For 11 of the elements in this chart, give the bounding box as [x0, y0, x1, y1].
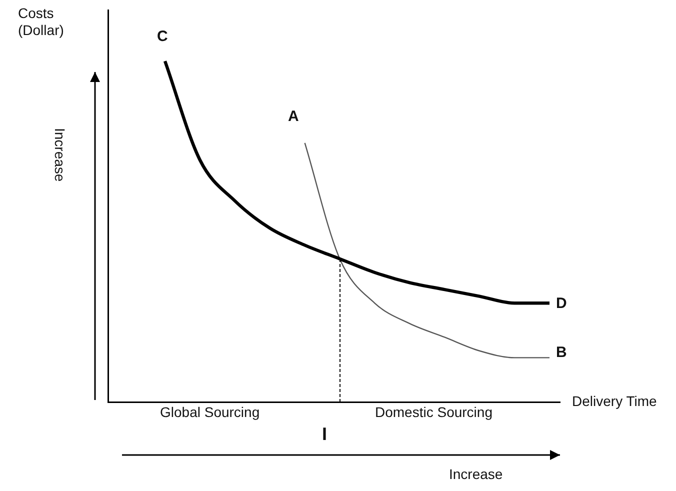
text: C: [157, 28, 168, 45]
text: I: [322, 424, 328, 445]
x-axis-title: Delivery Time: [572, 393, 657, 409]
text: Global Sourcing: [160, 404, 260, 420]
text: Increase: [52, 128, 68, 182]
y-axis-title: Costs (Dollar): [18, 5, 65, 39]
text: Increase: [449, 466, 503, 482]
annotation: B: [556, 344, 567, 361]
text: Domestic Sourcing: [375, 404, 492, 420]
annotation: D: [556, 295, 567, 312]
annotation: A: [288, 108, 299, 125]
